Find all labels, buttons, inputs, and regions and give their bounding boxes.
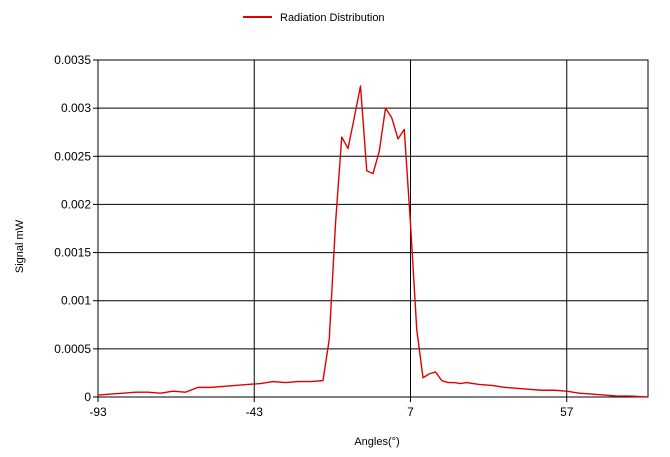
x-tick-label: -43 [246,405,264,419]
y-tick-label: 0.0015 [54,246,91,260]
x-tick-labels: -93 -43 7 57 [89,405,573,419]
legend-label: Radiation Distribution [280,12,385,24]
series-line [97,85,649,398]
x-axis-title: Angles(°) [354,436,399,448]
y-tick-labels: 0 0.0005 0.001 0.0015 0.002 0.0025 0.003 0.0035 [54,53,91,404]
gridlines [93,59,648,402]
x-tick-label: 57 [560,405,574,419]
plot-area [97,59,649,398]
x-tick-label: -93 [89,405,107,419]
y-tick-label: 0.0035 [54,53,91,67]
x-tick-label: 7 [407,405,414,419]
series-layer [97,85,649,398]
y-tick-label: 0 [84,390,91,404]
y-tick-label: 0.0025 [54,149,91,163]
y-tick-label: 0.001 [61,294,91,308]
y-tick-label: 0.0005 [54,342,91,356]
y-axis-title: Signal mW [14,219,26,273]
y-tick-label: 0.002 [61,197,91,211]
y-tick-label: 0.003 [61,101,91,115]
legend: Radiation Distribution [243,12,385,24]
